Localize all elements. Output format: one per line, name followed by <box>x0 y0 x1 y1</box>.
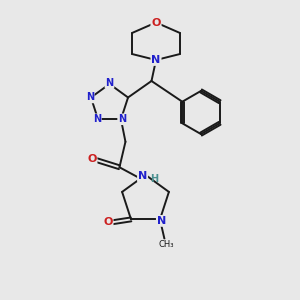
Text: N: N <box>105 78 114 88</box>
Text: N: N <box>86 92 94 103</box>
Text: N: N <box>118 114 126 124</box>
Text: O: O <box>87 154 97 164</box>
Text: CH₃: CH₃ <box>158 240 174 249</box>
Text: N: N <box>138 171 147 181</box>
Text: O: O <box>151 17 161 28</box>
Text: N: N <box>157 216 166 226</box>
Text: O: O <box>103 217 112 227</box>
Text: N: N <box>152 55 160 65</box>
Text: H: H <box>150 174 158 184</box>
Text: N: N <box>93 114 101 124</box>
